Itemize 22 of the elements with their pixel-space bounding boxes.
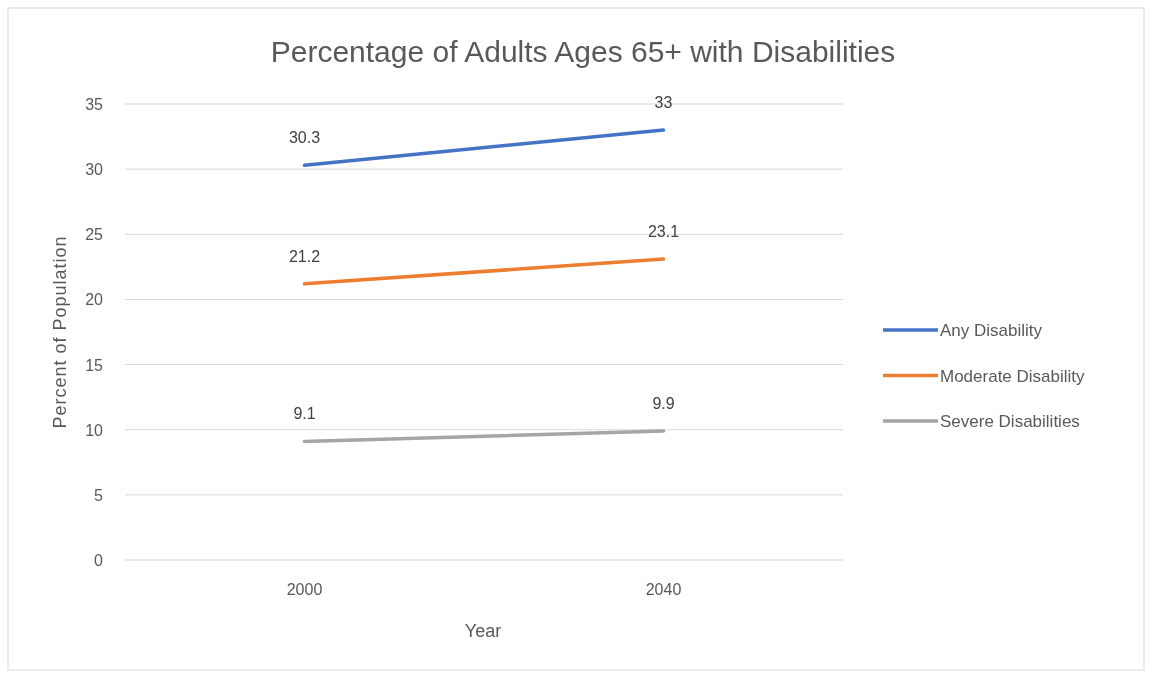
y-axis-title: Percent of Population — [50, 235, 70, 429]
data-label: 23.1 — [647, 223, 680, 241]
data-label: 21.2 — [288, 247, 321, 265]
legend-label: Any Disability — [940, 321, 1043, 340]
data-label: 9.1 — [293, 405, 316, 423]
x-axis-title: Year — [464, 621, 502, 641]
legend-label: Severe Disabilities — [940, 412, 1080, 431]
legend-label: Moderate Disability — [940, 366, 1086, 386]
data-label: 30.3 — [288, 129, 321, 147]
y-tick-label: 35 — [85, 96, 104, 113]
y-tick-label: 30 — [85, 161, 104, 179]
data-label: 33 — [654, 94, 673, 112]
y-tick-label: 0 — [94, 552, 104, 569]
y-tick-label: 5 — [94, 486, 104, 504]
y-tick-label: 20 — [85, 291, 104, 309]
y-tick-label: 25 — [85, 226, 104, 244]
data-label: 9.9 — [652, 395, 675, 413]
y-tick-label: 10 — [85, 421, 104, 439]
x-tick-label: 2000 — [286, 581, 323, 598]
y-tick-label: 15 — [85, 356, 104, 374]
chart-title: Percentage of Adults Ages 65+ with Disabilities — [270, 35, 896, 68]
x-tick-label: 2040 — [645, 581, 682, 598]
